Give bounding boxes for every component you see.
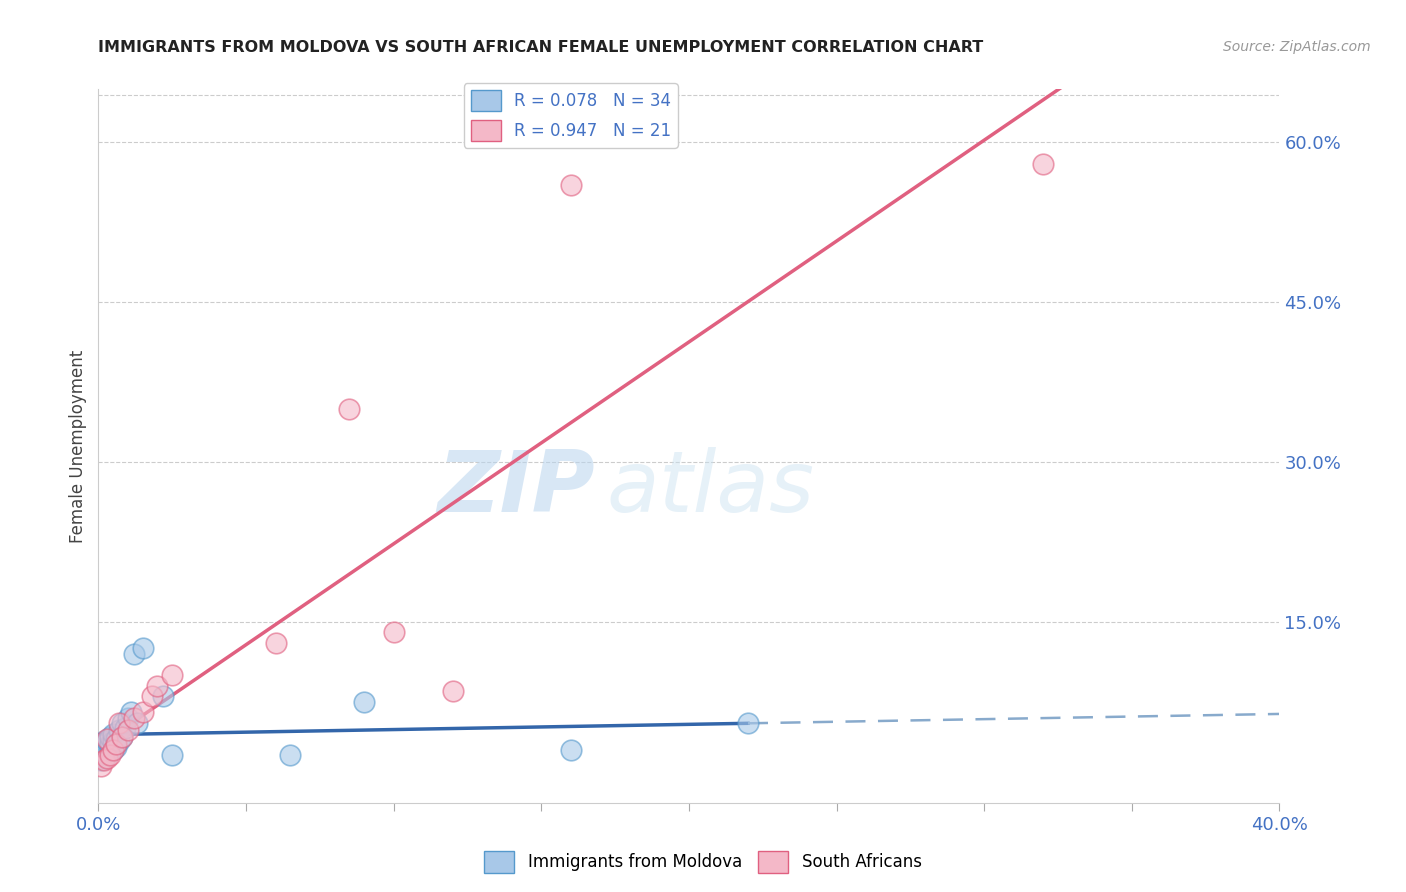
Point — [96, 751, 118, 765]
Point — [122, 710, 145, 724]
Point — [103, 742, 125, 756]
Point — [441, 684, 464, 698]
Point — [93, 734, 115, 748]
Point — [98, 742, 121, 756]
Text: Source: ZipAtlas.com: Source: ZipAtlas.com — [1223, 40, 1371, 54]
Point — [93, 751, 115, 765]
Point — [111, 730, 134, 744]
Point — [96, 734, 118, 748]
Point — [117, 710, 139, 724]
Point — [108, 715, 131, 730]
Point — [132, 641, 155, 656]
Point — [98, 737, 121, 751]
Point — [90, 758, 112, 772]
Point — [96, 747, 118, 762]
Point — [264, 636, 287, 650]
Point — [98, 747, 121, 762]
Point — [560, 178, 582, 192]
Point — [339, 401, 360, 416]
Point — [120, 706, 142, 720]
Point — [103, 742, 125, 756]
Text: ZIP: ZIP — [437, 447, 595, 531]
Legend: R = 0.078   N = 34, R = 0.947   N = 21: R = 0.078 N = 34, R = 0.947 N = 21 — [464, 83, 678, 148]
Point — [353, 695, 375, 709]
Y-axis label: Female Unemployment: Female Unemployment — [69, 350, 87, 542]
Point — [105, 731, 128, 746]
Point — [141, 690, 163, 704]
Point — [108, 734, 131, 748]
Point — [737, 715, 759, 730]
Point — [105, 737, 128, 751]
Point — [105, 740, 128, 755]
Point — [93, 740, 115, 755]
Point — [146, 679, 169, 693]
Point — [93, 745, 115, 759]
Point — [90, 742, 112, 756]
Point — [111, 730, 134, 744]
Text: atlas: atlas — [606, 447, 814, 531]
Point — [93, 753, 115, 767]
Point — [90, 753, 112, 767]
Text: IMMIGRANTS FROM MOLDOVA VS SOUTH AFRICAN FEMALE UNEMPLOYMENT CORRELATION CHART: IMMIGRANTS FROM MOLDOVA VS SOUTH AFRICAN… — [98, 40, 984, 55]
Point — [1032, 157, 1054, 171]
Point — [278, 747, 302, 762]
Point — [162, 747, 183, 762]
Point — [108, 723, 131, 738]
Point — [152, 690, 174, 704]
Point — [122, 647, 145, 661]
Point — [382, 625, 405, 640]
Point — [90, 747, 112, 762]
Point — [132, 706, 155, 720]
Point — [117, 723, 139, 738]
Point — [560, 742, 582, 756]
Point — [125, 715, 148, 730]
Point — [103, 734, 125, 748]
Point — [103, 726, 125, 740]
Legend: Immigrants from Moldova, South Africans: Immigrants from Moldova, South Africans — [478, 845, 928, 880]
Point — [162, 668, 183, 682]
Point — [96, 742, 118, 756]
Point — [96, 731, 118, 746]
Point — [114, 721, 136, 735]
Point — [111, 715, 134, 730]
Point — [98, 730, 121, 744]
